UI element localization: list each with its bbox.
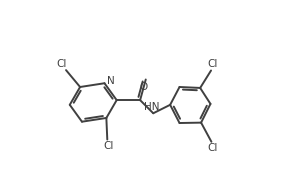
Text: Cl: Cl [103,141,113,151]
Text: N: N [107,76,114,86]
Text: O: O [139,82,148,92]
Text: Cl: Cl [56,60,66,70]
Text: Cl: Cl [207,59,218,69]
Text: HN: HN [144,102,159,112]
Text: Cl: Cl [208,143,218,153]
